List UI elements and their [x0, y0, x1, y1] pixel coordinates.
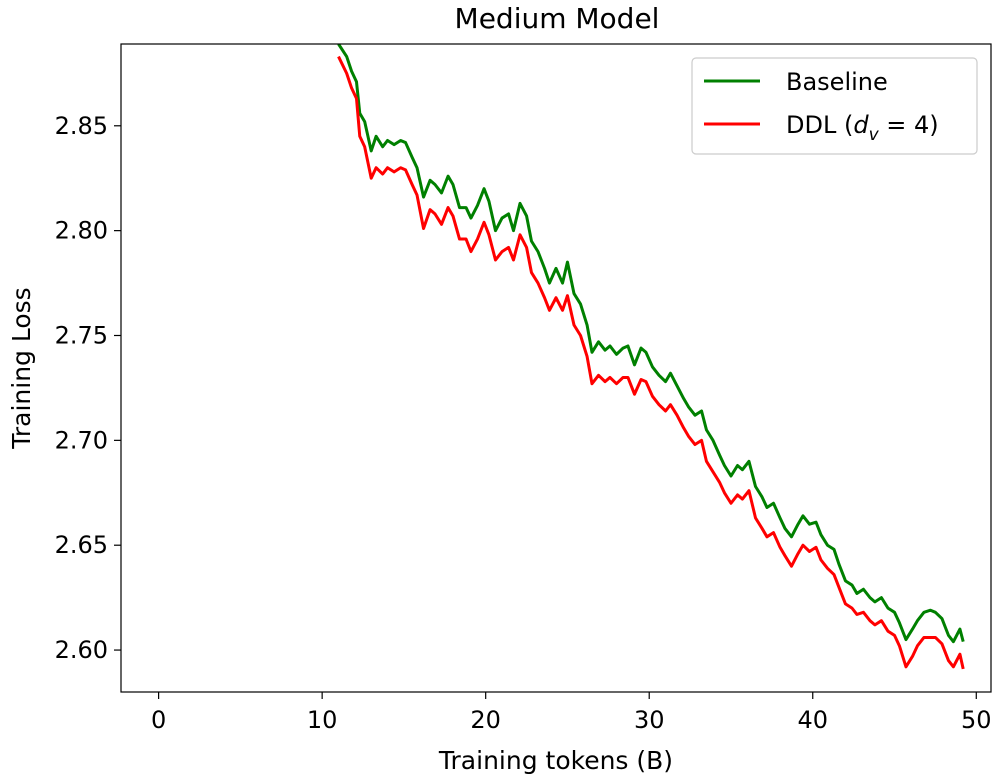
- y-tick-label: 2.70: [55, 426, 108, 454]
- plot-lines: [337, 44, 965, 670]
- legend-label-baseline: Baseline: [786, 68, 888, 96]
- legend-label-ddl-prefix: DDL (: [786, 111, 853, 139]
- x-tick-label: 10: [307, 706, 338, 734]
- x-tick-label: 30: [634, 706, 665, 734]
- x-tick-label: 0: [151, 706, 166, 734]
- series-line-baseline: [337, 44, 965, 644]
- y-tick-label: 2.75: [55, 321, 108, 349]
- x-tick-label: 20: [470, 706, 501, 734]
- y-tick-label: 2.65: [55, 531, 108, 559]
- chart-title: Medium Model: [455, 2, 660, 35]
- x-axis-label: Training tokens (B): [438, 746, 673, 775]
- x-axis: 0 10 20 30 40 50: [151, 692, 992, 734]
- y-tick-label: 2.80: [55, 217, 108, 245]
- legend-box: [691, 57, 978, 155]
- x-tick-label: 40: [797, 706, 828, 734]
- x-tick-label: 50: [961, 706, 992, 734]
- legend: Baseline DDL (dv = 4): [691, 57, 978, 155]
- plot-frame: [120, 43, 992, 693]
- legend-label-ddl-var: d: [853, 111, 869, 139]
- series-line-ddl: [337, 55, 965, 670]
- legend-label-ddl: DDL (dv = 4): [786, 111, 939, 145]
- y-tick-label: 2.85: [55, 112, 108, 140]
- y-axis: 2.60 2.65 2.70 2.75 2.80 2.85: [55, 112, 121, 664]
- y-axis-label: Training Loss: [7, 287, 36, 449]
- legend-label-ddl-sub: v: [869, 125, 880, 145]
- legend-label-ddl-suffix: = 4): [879, 111, 939, 139]
- y-tick-label: 2.60: [55, 636, 108, 664]
